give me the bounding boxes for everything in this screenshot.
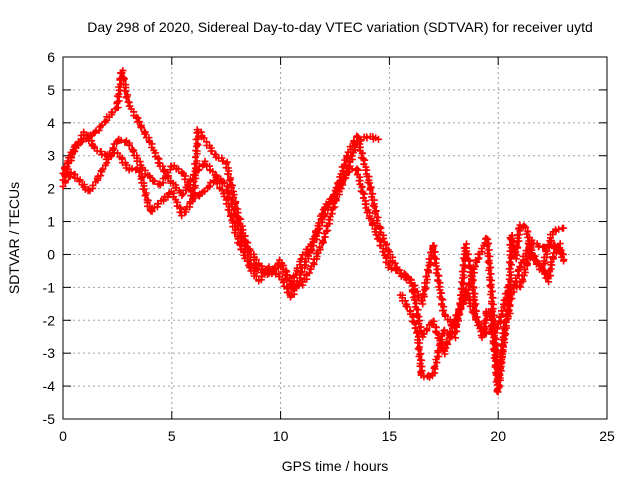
y-tick-label: 1 [47, 214, 55, 230]
x-tick-label: 25 [599, 428, 615, 444]
data-series [59, 67, 568, 396]
data-series-track-4 [396, 221, 568, 396]
y-tick-label: -3 [43, 345, 56, 361]
y-tick-label: 4 [47, 115, 55, 131]
y-axis-label: SDTVAR / TECUs [6, 182, 22, 294]
x-tick-label: 15 [382, 428, 398, 444]
y-tick-label: 3 [47, 148, 55, 164]
axis-ticks: -5 -4 -3 -2 -1 0 1 2 3 4 5 6 0 5 10 15 20 25 [43, 49, 615, 444]
data-markers-track-4 [396, 221, 568, 396]
data-series-track-3 [59, 126, 567, 338]
data-series-track-1 [59, 67, 382, 292]
y-tick-label: -2 [43, 312, 56, 328]
y-tick-label: 2 [47, 181, 55, 197]
chart-title: Day 298 of 2020, Sidereal Day-to-day VTE… [87, 19, 593, 35]
x-tick-label: 5 [168, 428, 176, 444]
data-markers-track-1 [59, 67, 382, 292]
x-axis-label: GPS time / hours [282, 458, 389, 474]
x-tick-label: 10 [273, 428, 289, 444]
y-tick-label: -5 [43, 411, 56, 427]
x-tick-label: 0 [59, 428, 67, 444]
y-tick-label: 6 [47, 49, 55, 65]
data-markers-track-3 [59, 126, 567, 338]
y-tick-label: -1 [43, 279, 56, 295]
x-tick-label: 20 [490, 428, 506, 444]
plot-frame [62, 56, 608, 420]
y-tick-label: 0 [47, 246, 55, 262]
y-tick-label: -4 [43, 378, 56, 394]
y-tick-label: 5 [47, 82, 55, 98]
